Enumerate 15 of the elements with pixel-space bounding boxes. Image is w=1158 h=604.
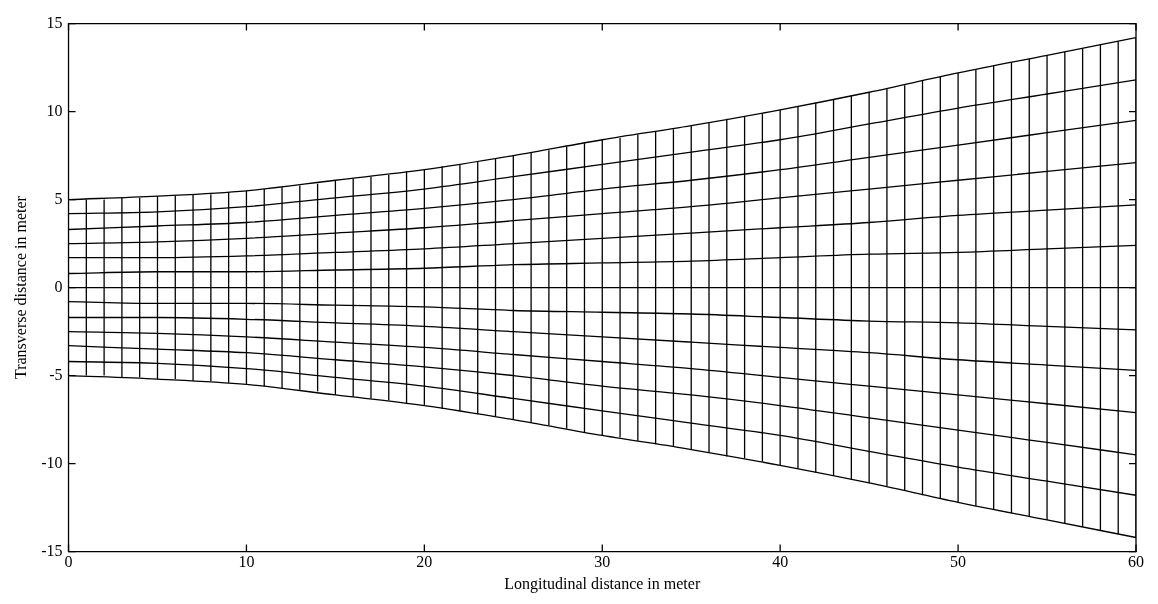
x-axis-title: Longitudinal distance in meter: [504, 574, 701, 593]
x-tick-label: 60: [1128, 553, 1144, 571]
y-tick-label: 5: [54, 189, 63, 207]
y-tick-label: 0: [54, 277, 63, 295]
y-tick-label: -15: [41, 541, 63, 559]
x-tick-label: 50: [950, 553, 967, 571]
y-axis-title: Transverse distance in meter: [11, 195, 29, 380]
x-tick-label: 10: [238, 553, 255, 571]
x-tick-label: 40: [772, 553, 789, 571]
y-tick-label: 15: [46, 13, 63, 31]
y-tick-label: 10: [46, 101, 63, 119]
y-tick-label: -5: [49, 365, 63, 383]
x-tick-label: 20: [416, 553, 433, 571]
y-tick-label: -10: [41, 453, 63, 471]
x-tick-label: 30: [594, 553, 611, 571]
